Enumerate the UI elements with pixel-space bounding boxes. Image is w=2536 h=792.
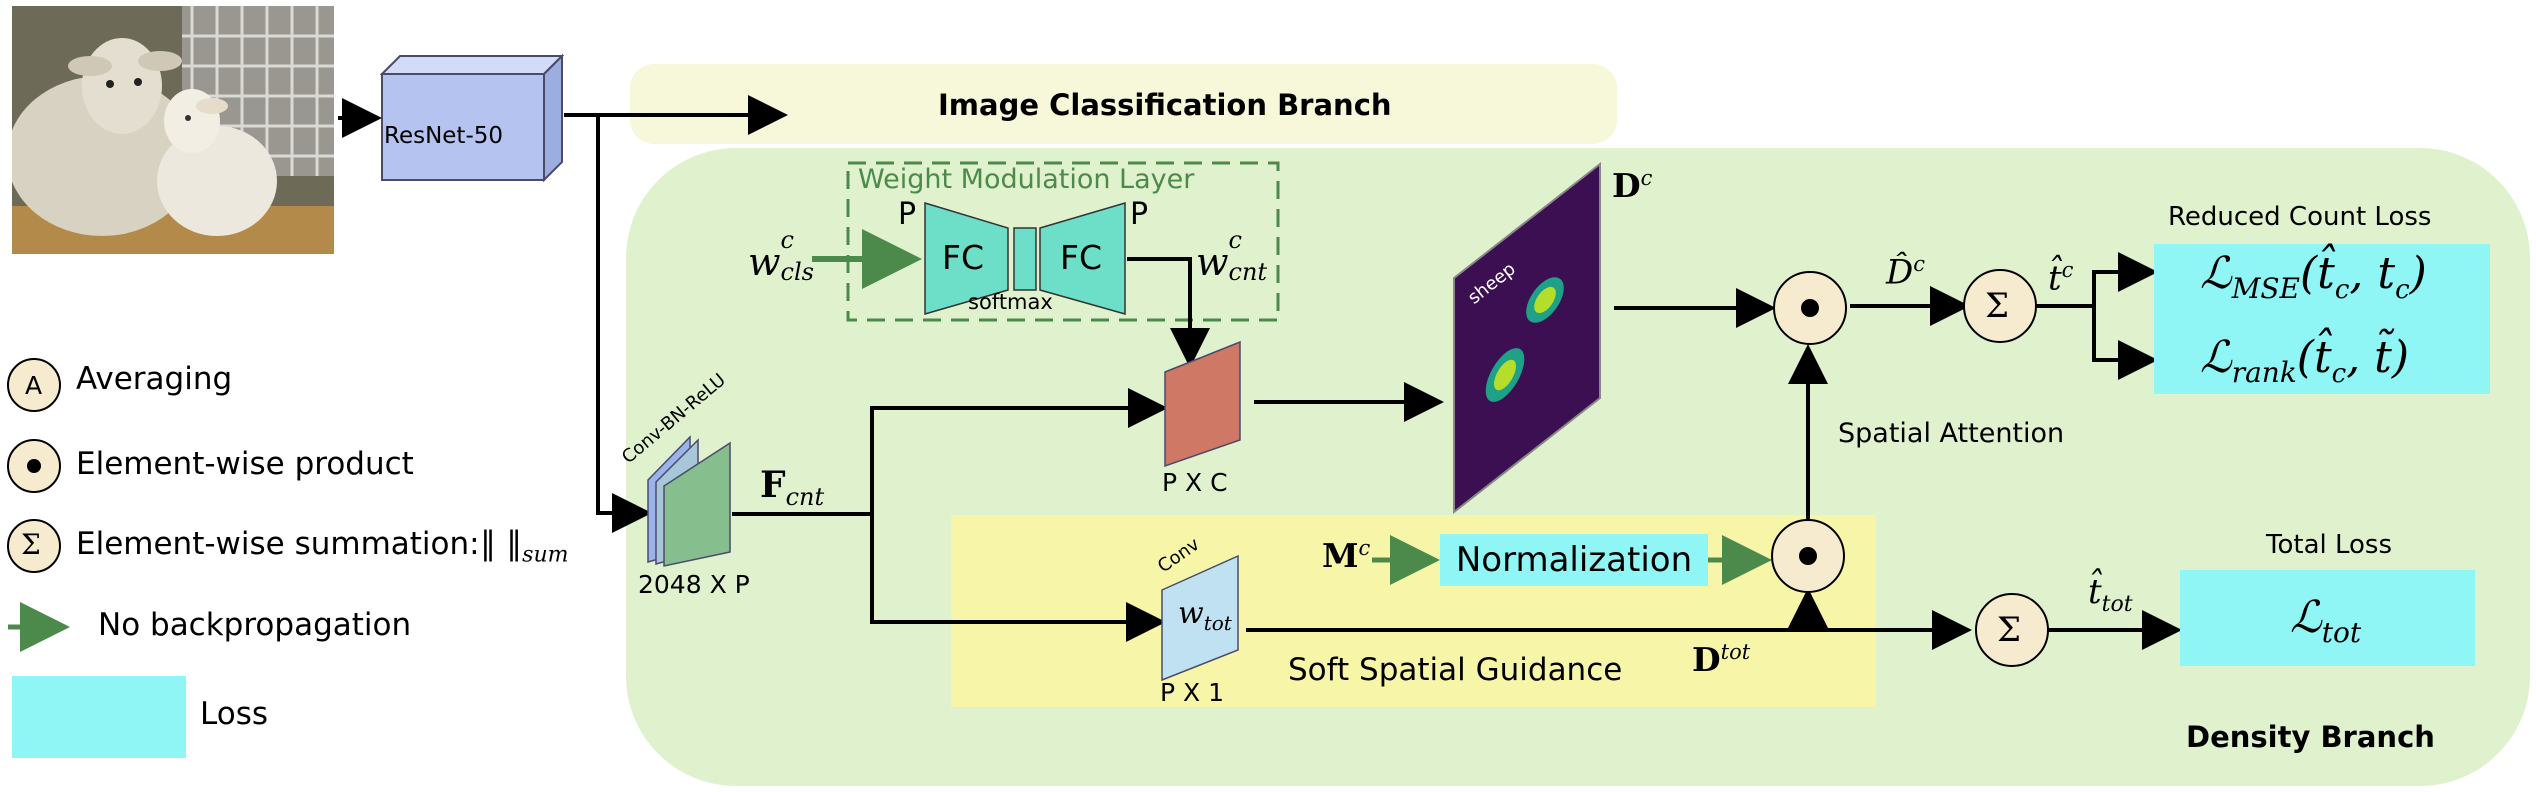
reduced-count-loss-title: Reduced Count Loss [2168, 202, 2432, 232]
fc1-label: FC [942, 238, 985, 277]
sum-symbol-bottom: Σ [1997, 610, 2022, 650]
sum-circle-top [1963, 269, 2037, 343]
legend-product-label: Element-wise product [76, 446, 414, 482]
soft-guidance-label: Soft Spatial Guidance [1288, 652, 1623, 688]
pxc-dims-label: P X C [1162, 468, 1228, 497]
legend-sum-circle [7, 519, 61, 573]
wcnt-label: w c cnt [1196, 226, 1268, 286]
wtot-dims-label: P X 1 [1160, 678, 1225, 707]
pxc-block [1164, 340, 1241, 468]
arrow-fcnt-to-pxc [870, 388, 1168, 514]
legend-sum-symbol: Σ [21, 528, 41, 561]
wtot-block [1161, 554, 1239, 682]
arrow-resnet-to-conv [596, 115, 652, 533]
legend-averaging-label: Averaging [76, 361, 233, 397]
legend-averaging-circle [7, 358, 61, 412]
legend-loss-label: Loss [200, 696, 268, 732]
mse-loss-label: ℒMSE(t̂c, tc) [2200, 248, 2427, 305]
mc-label: Mc [1322, 536, 1371, 575]
weight-modulation-box [846, 161, 1280, 322]
conv-bn-relu-block [663, 441, 731, 567]
rank-loss-label: ℒrank(t̂c, t̃) [2200, 332, 2410, 389]
wcls-label: w c cls [748, 226, 814, 286]
fc2-label: FC [1060, 238, 1103, 277]
total-loss-box [2180, 570, 2475, 666]
fc2-shape [1039, 201, 1126, 315]
legend-loss-swatch [12, 676, 186, 758]
reduced-loss-box [2154, 244, 2490, 394]
total-loss-label: ℒtot [2290, 592, 2362, 649]
resnet-label: ResNet-50 [384, 123, 504, 149]
fc-middle-bar [1013, 227, 1037, 291]
classification-branch-panel [630, 64, 1617, 144]
normalization-box: Normalization [1440, 534, 1708, 586]
classification-branch-title: Image Classification Branch [938, 88, 1392, 122]
softmax-label: softmax [968, 290, 1053, 314]
ttot-label: t̂tot [2088, 572, 2133, 617]
fc1-shape [924, 201, 1009, 315]
spatial-attention-label: Spatial Attention [1838, 418, 2065, 449]
resnet-block [379, 53, 565, 183]
fc1-p-label: P [898, 197, 917, 232]
dc-density-map [1453, 161, 1601, 515]
arrow-fc-to-pxc [1127, 257, 1210, 368]
wtot-label: wtot [1178, 596, 1232, 635]
wml-title: Weight Modulation Layer [858, 164, 1195, 195]
legend-averaging-symbol: A [25, 371, 43, 400]
arrow-fcnt-to-wtot [870, 514, 1166, 642]
sum-circle-bottom [1975, 593, 2049, 667]
dhat-label: D̂c [1886, 252, 1926, 293]
that-label: t̂c [2048, 258, 2074, 299]
fc2-p-label: P [1130, 197, 1149, 232]
sheep-photo [12, 6, 334, 254]
density-branch-title: Density Branch [2186, 720, 2435, 754]
legend-no-backprop-label: No backpropagation [98, 607, 412, 643]
fcnt-label: Fcnt [760, 464, 825, 512]
conv-dims-label: 2048 X P [638, 570, 750, 599]
legend-sum-norm: ‖ ‖sum [480, 524, 569, 568]
legend-sum-label: Element-wise summation: [76, 526, 480, 562]
dc-label: Dc [1612, 166, 1653, 205]
dtot-label: Dtot [1692, 640, 1751, 679]
sum-symbol-top: Σ [1985, 286, 2010, 326]
total-loss-title: Total Loss [2266, 530, 2393, 560]
